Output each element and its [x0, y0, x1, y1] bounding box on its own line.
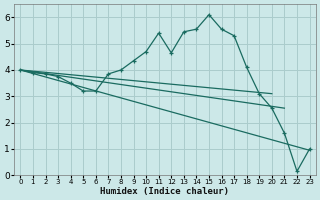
X-axis label: Humidex (Indice chaleur): Humidex (Indice chaleur) — [100, 187, 229, 196]
